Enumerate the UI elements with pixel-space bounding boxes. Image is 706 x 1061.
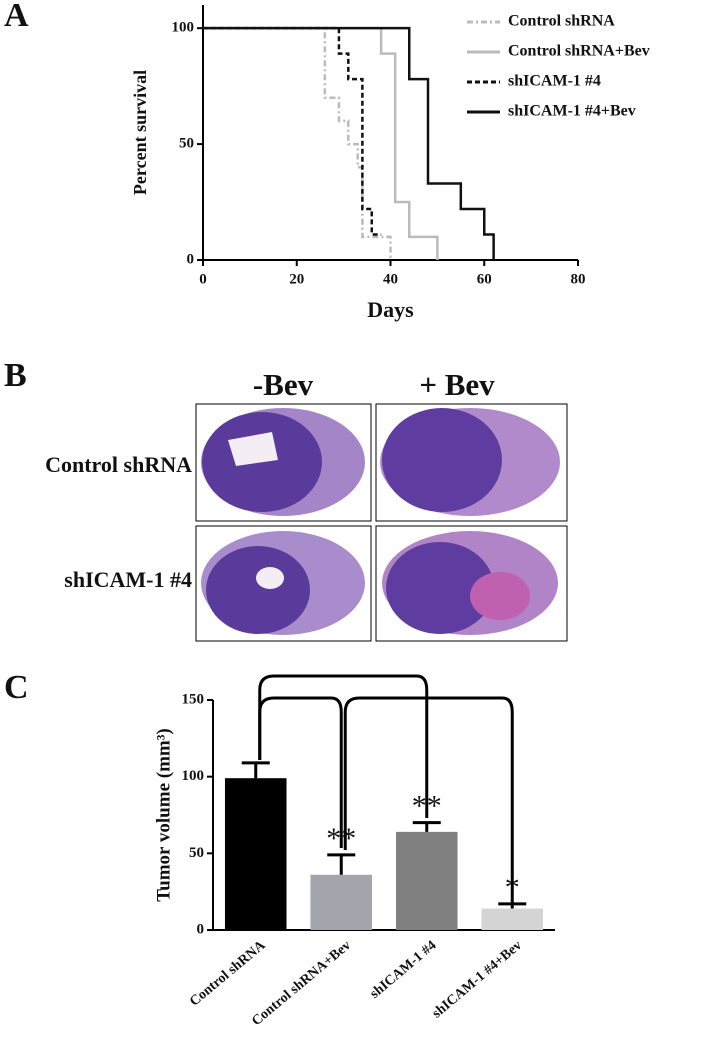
significance-bracket xyxy=(343,696,514,905)
panel-label: A xyxy=(4,0,29,34)
legend-label: shICAM-1 #4+Bev xyxy=(508,103,636,120)
legend-label: Control shRNA xyxy=(508,13,615,30)
x-tick-label: 60 xyxy=(477,271,492,287)
y-tick-label: 0 xyxy=(187,251,195,267)
bar xyxy=(310,874,373,930)
survival-line xyxy=(203,26,392,260)
error-bar xyxy=(241,761,270,779)
legend-label: shICAM-1 #4 xyxy=(508,73,601,90)
histology-images xyxy=(195,403,568,642)
x-tick-label: 0 xyxy=(199,271,207,287)
y-axis-label: Tumor volume (mm³) xyxy=(153,728,174,902)
y-tick-label: 0 xyxy=(197,921,205,937)
x-tick-label: 20 xyxy=(289,271,304,287)
survival-line xyxy=(203,26,439,260)
x-tick-label: shICAM-1 #4 xyxy=(367,938,439,1002)
column-label: -Bev xyxy=(253,367,314,402)
row-label: shICAM-1 #4 xyxy=(64,567,192,592)
legend-label: Control shRNA+Bev xyxy=(508,43,650,60)
y-tick-label: 50 xyxy=(179,136,194,152)
y-tick-label: 150 xyxy=(182,691,205,707)
error-bar xyxy=(327,853,356,875)
y-tick-label: 100 xyxy=(182,768,205,784)
error-bar xyxy=(412,821,441,832)
bar xyxy=(224,778,287,930)
x-tick-label: shICAM-1 #4+Bev xyxy=(430,938,525,1021)
column-label: + Bev xyxy=(419,367,495,402)
x-axis-label: Days xyxy=(367,297,414,322)
bar xyxy=(395,831,458,930)
panel-label: C xyxy=(4,669,29,706)
x-tick-label: 80 xyxy=(571,271,586,287)
panel-label: B xyxy=(4,357,27,394)
row-label: Control shRNA xyxy=(45,452,192,477)
x-tick-label: Control shRNA xyxy=(187,937,269,1009)
y-axis-label: Percent survival xyxy=(130,70,150,195)
significance-bracket xyxy=(258,674,429,818)
survival-line xyxy=(203,26,495,260)
y-tick-label: 50 xyxy=(189,845,204,861)
x-tick-label: 40 xyxy=(383,271,398,287)
bar xyxy=(481,908,544,930)
significance-bracket xyxy=(258,696,343,848)
y-tick-label: 100 xyxy=(172,20,195,36)
survival-line xyxy=(203,26,382,236)
